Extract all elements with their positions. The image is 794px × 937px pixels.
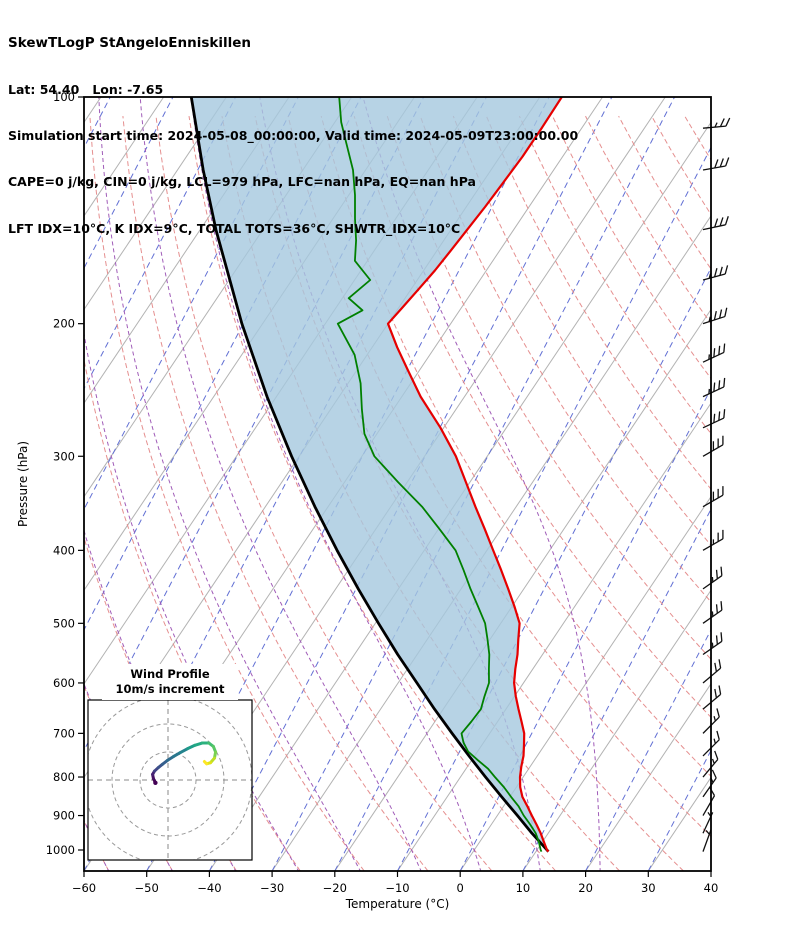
x-tick-label: −60 — [72, 881, 96, 895]
x-tick-label: −20 — [323, 881, 347, 895]
hodograph-subtitle: 10m/s increment — [116, 682, 225, 696]
x-tick-label: 20 — [578, 881, 593, 895]
y-tick-label: 200 — [53, 317, 75, 331]
y-tick-label: 800 — [53, 770, 75, 784]
location-line: Lat: 54.40 Lon: -7.65 — [8, 82, 164, 98]
y-tick-label: 600 — [53, 676, 75, 690]
hodograph-title: Wind Profile — [130, 667, 210, 681]
y-tick-label: 400 — [53, 543, 75, 557]
y-tick-label: 900 — [53, 809, 75, 823]
y-tick-label: 500 — [53, 616, 75, 630]
indices-line: LFT IDX=10°C, K IDX=9°C, TOTAL TOTS=36°C… — [8, 220, 461, 236]
tick-labels: −60 −50 −40 −30 −20 −10 0 10 20 30 40 100 200 300 400 5… — [46, 90, 719, 895]
hodograph-trace-segment — [202, 760, 209, 766]
y-tick-label: 100 — [53, 90, 75, 104]
dewpoint-profile — [336, 97, 543, 853]
x-tick-label: −50 — [135, 881, 159, 895]
x-tick-label: −40 — [197, 881, 221, 895]
x-tick-label: 0 — [457, 881, 464, 895]
y-tick-label: 1000 — [46, 843, 75, 857]
x-tick-label: −10 — [385, 881, 409, 895]
y-tick-label: 700 — [53, 726, 75, 740]
wind-barbs — [702, 117, 731, 852]
y-tick-label: 300 — [53, 449, 75, 463]
y-axis-label: Pressure (hPa) — [16, 441, 30, 527]
parcel-profile — [189, 97, 550, 853]
temperature-profile — [386, 97, 563, 853]
chart-title: SkewTLogP StAngeloEnniskillen — [8, 34, 251, 51]
axis-ticks — [78, 96, 712, 877]
cape-line: CAPE=0 j/kg, CIN=0 j/kg, LCL=979 hPa, LF… — [8, 174, 476, 190]
time-line: Simulation start time: 2024-05-08_00:00:… — [8, 128, 579, 144]
x-tick-label: 30 — [641, 881, 656, 895]
x-axis-label: Temperature (°C) — [345, 897, 450, 911]
x-tick-label: −30 — [260, 881, 284, 895]
header-block: SkewTLogP StAngeloEnniskillen Lat: 54.40… — [8, 5, 578, 252]
x-tick-label: 40 — [704, 881, 719, 895]
x-tick-label: 10 — [516, 881, 531, 895]
cin-shaded-area — [191, 97, 562, 852]
